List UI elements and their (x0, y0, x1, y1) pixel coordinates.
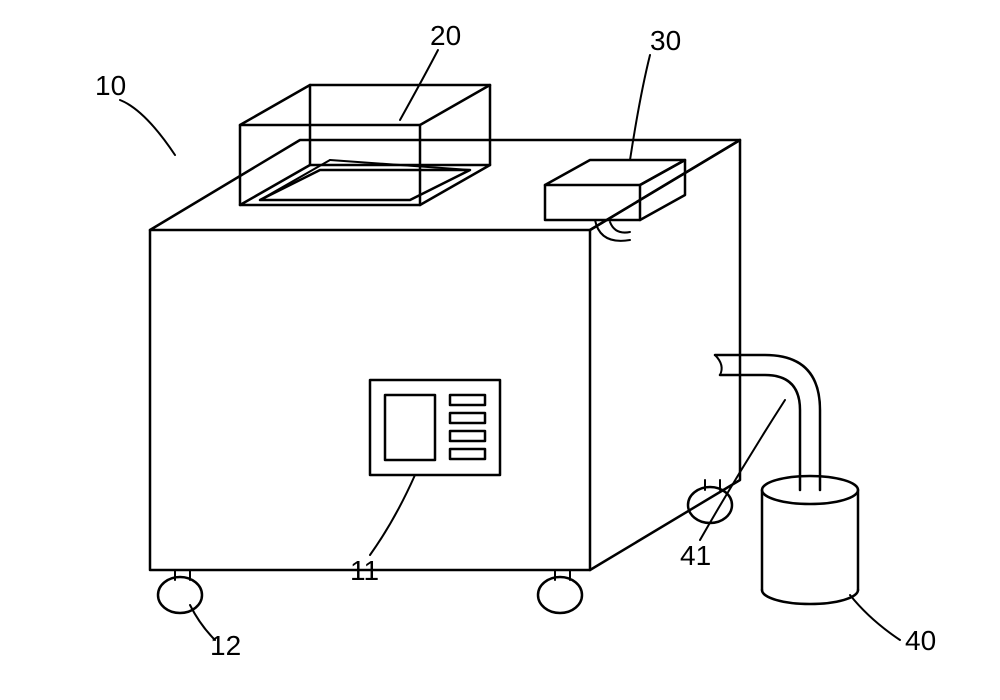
label-12: 12 (210, 630, 241, 662)
container-top (762, 476, 858, 504)
panel-btn-1 (450, 395, 485, 405)
leader-30 (630, 55, 650, 160)
hopper-right-outer (420, 85, 490, 205)
label-40: 40 (905, 625, 936, 657)
diagram-svg (0, 0, 1000, 700)
panel-btn-3 (450, 431, 485, 441)
panel-btn-4 (450, 449, 485, 459)
leader-10 (120, 100, 175, 155)
container-bottom (762, 590, 858, 604)
leader-11 (370, 475, 415, 555)
smallbox-front (545, 185, 640, 220)
hose-bottom (720, 375, 800, 490)
caster-br (688, 487, 732, 523)
hopper-front (240, 85, 310, 205)
hose-opening (715, 355, 722, 375)
body-top (150, 140, 740, 230)
caster-fr (538, 577, 582, 613)
leader-40 (850, 595, 900, 640)
label-30: 30 (650, 25, 681, 57)
leader-41 (700, 400, 785, 540)
label-20: 20 (430, 20, 461, 52)
label-41: 41 (680, 540, 711, 572)
label-11: 11 (350, 555, 379, 587)
smallbox-right (640, 160, 685, 220)
label-10: 10 (95, 70, 126, 102)
panel-btn-2 (450, 413, 485, 423)
caster-fl (158, 577, 202, 613)
panel-screen (385, 395, 435, 460)
